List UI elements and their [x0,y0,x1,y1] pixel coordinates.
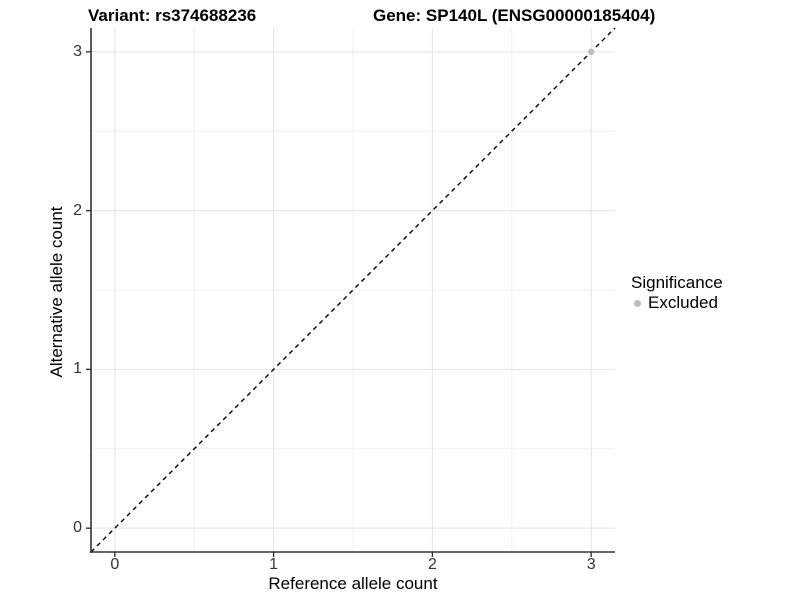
gene-title: Gene: SP140L (ENSG00000185404) [373,6,656,25]
legend: Significance Excluded [631,273,723,313]
x-axis-title: Reference allele count [268,574,438,593]
variant-title: Variant: rs374688236 [88,6,257,25]
legend-item-excluded: Excluded [631,293,723,313]
excluded-point-icon [634,299,641,307]
y-axis-title: Alternative allele count [47,206,66,378]
y-tick-label: 1 [73,360,82,378]
data-point [587,48,595,56]
x-tick-label: 0 [110,556,120,573]
legend-title: Significance [631,273,723,292]
x-tick-label: 2 [427,556,437,573]
y-tick-label: 2 [73,201,82,219]
x-tick-label: 1 [269,556,279,573]
legend-item-label: Excluded [648,293,718,312]
plot-panel [86,27,616,557]
x-tick-label: 3 [586,556,596,573]
y-tick-label: 3 [73,42,82,60]
y-tick-label: 0 [73,519,82,537]
